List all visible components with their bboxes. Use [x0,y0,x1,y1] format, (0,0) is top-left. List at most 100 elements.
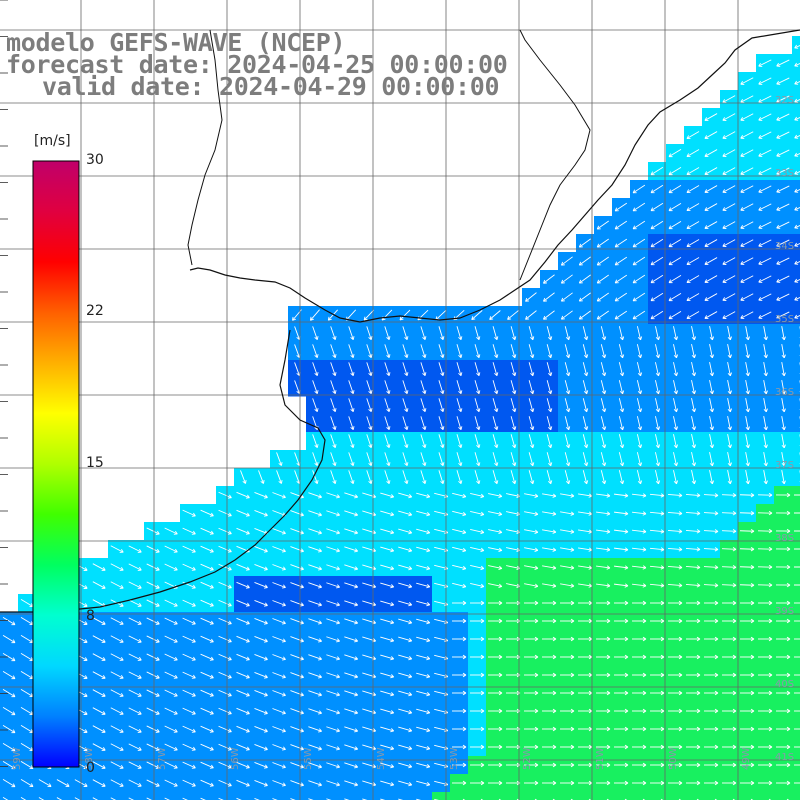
wind-arrow-head [283,782,286,786]
wind-arrow [745,362,749,376]
wind-arrow-head [768,762,773,766]
wind-arrow-head [686,279,690,283]
wind-arrow [758,149,772,157]
wind-arrow-head [84,675,88,679]
wind-arrow-head [406,480,409,484]
wind-arrow-head [319,584,322,588]
wind-arrow-head [768,656,773,660]
wind-arrow-head [686,207,690,211]
wind-arrow [758,131,772,139]
wind-arrow-head [352,354,355,358]
wind-arrow [2,796,9,800]
wind-arrow-head [768,726,773,730]
wind-arrow [272,690,286,696]
wind-arrow [200,563,214,571]
wind-arrow-head [740,189,744,193]
wind-arrow-head [732,530,737,534]
wind-arrow [614,274,628,284]
wind-arrow [380,690,394,696]
wind-arrow-head [102,567,106,571]
wind-arrow-head [550,390,553,394]
wind-arrow-head [722,315,726,319]
wind-arrow [164,599,178,607]
wind-arrow-head [532,426,535,430]
wind-arrow-head [211,728,214,733]
wind-arrow-head [404,337,408,341]
wind-arrow-head [462,674,467,678]
wind-arrow-head [732,764,737,768]
wind-arrow-head [139,638,142,643]
wind-arrow [146,671,160,679]
wind-arrow-head [458,427,462,431]
wind-arrow [182,617,196,625]
wind-arrow-head [637,408,641,413]
wind-arrow [600,470,606,484]
wind-arrow-head [750,672,755,676]
wind-arrow-head [750,530,755,534]
wind-arrow-head [516,618,521,622]
wind-arrow-head [552,654,557,658]
wind-arrow-head [406,336,409,340]
wind-arrow-head [673,408,677,413]
wind-arrow-head [514,336,517,340]
wind-arrow [92,761,106,769]
wind-arrow-head [532,336,535,340]
wind-arrow [236,491,250,499]
wind-arrow [74,797,81,800]
wind-arrow-head [624,654,629,658]
field-cell [360,792,379,800]
wind-arrow-head [319,566,322,570]
wind-arrow-head [355,674,358,678]
colorbar [32,160,80,768]
wind-arrow [739,494,755,496]
wind-arrow-head [480,710,485,714]
wind-arrow [510,452,516,466]
wind-arrow-head [480,493,485,497]
wind-arrow-head [336,514,340,517]
wind-arrow-head [265,746,268,750]
wind-arrow-head [588,511,593,515]
wind-arrow-head [642,549,647,552]
wind-arrow-head [406,390,409,394]
wind-arrow [524,565,538,569]
wind-arrow-head [578,243,582,248]
wind-arrow [686,275,700,283]
wind-arrow-head [632,243,636,248]
wind-arrow [691,470,695,484]
wind-arrow-head [673,390,677,395]
wind-arrow-head [427,763,431,768]
wind-arrow-head [337,764,340,768]
field-cell [234,792,253,800]
wind-arrow-head [570,710,575,714]
wind-arrow [794,152,800,157]
wind-arrow [673,434,677,448]
wind-arrow-head [722,171,726,175]
wind-arrow-head [211,638,214,643]
wind-arrow [146,797,152,800]
wind-arrow [110,707,124,715]
wind-arrow-head [660,746,665,750]
wind-arrow [434,618,448,624]
wind-arrow [362,600,376,606]
wind-arrow-head [640,408,643,412]
wind-arrow [290,564,304,570]
wind-arrow-head [247,512,250,516]
wind-arrow [704,203,718,211]
wind-arrow [560,511,574,515]
wind-arrow [613,547,629,551]
wind-arrow-head [632,189,636,194]
wind-arrow-head [696,690,701,694]
wind-arrow-head [776,170,779,175]
wind-arrow [722,113,736,121]
wind-arrow-head [740,261,744,265]
wind-arrow-head [314,391,318,394]
wind-arrow-head [354,658,358,661]
wind-arrow-head [794,260,797,265]
wind-arrow-head [696,547,701,550]
wind-arrow-head [534,746,539,750]
wind-arrow [488,529,502,533]
wind-arrow-head [282,569,286,571]
wind-arrow-head [247,782,250,786]
wind-arrow-head [694,408,697,412]
